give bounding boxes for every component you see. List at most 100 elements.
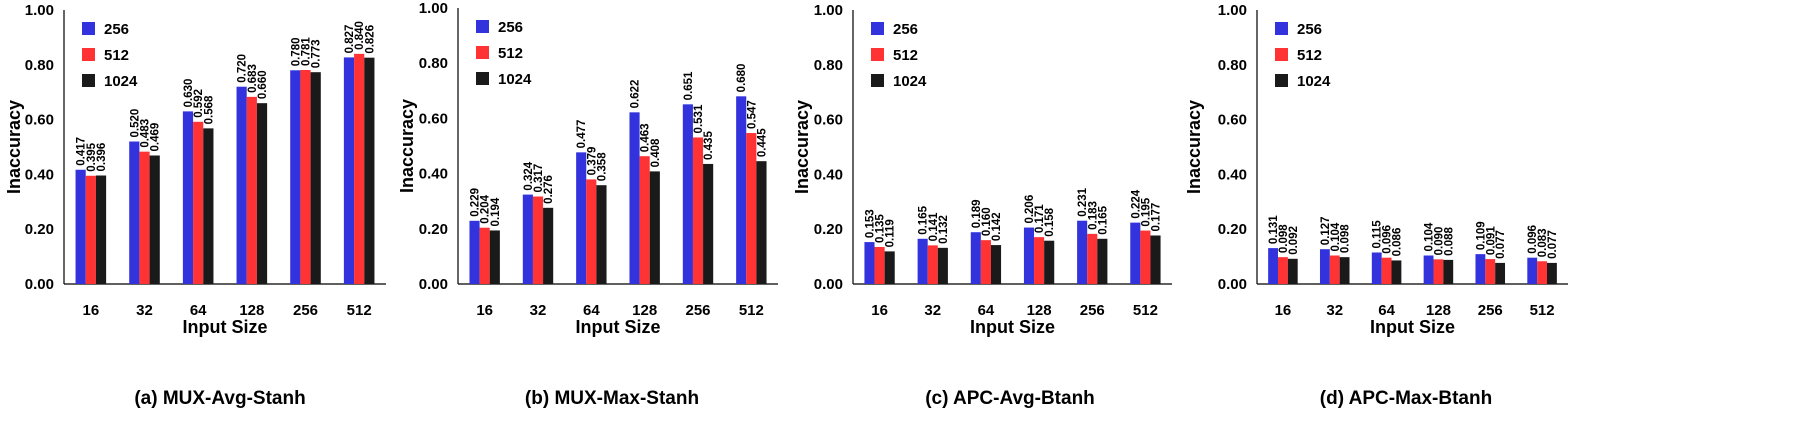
bar-256-32 [1319,249,1330,284]
legend-swatch-512 [82,48,95,61]
legend-swatch-512 [871,48,884,61]
x-tick-label: 512 [1530,302,1555,319]
data-label: 0.483 [140,119,152,148]
bar-512-32 [1329,255,1340,284]
data-label: 0.317 [533,164,545,193]
bar-512-128 [639,156,650,284]
bar-256-32 [522,194,533,284]
bar-256-128 [236,86,247,284]
bar-512-512 [1537,261,1548,284]
x-tick-label: 256 [1080,302,1105,319]
bar-512-128 [1433,259,1444,284]
data-label: 0.104 [1330,222,1342,251]
y-axis-label: Inaccuracy [4,100,24,194]
x-tick-label: 32 [1326,302,1343,319]
x-tick-label: 32 [136,302,153,319]
data-label: 0.204 [480,194,492,223]
data-label: 0.131 [1268,215,1280,244]
bar-512-16 [1277,257,1288,284]
data-label: 0.135 [875,214,887,243]
data-label: 0.088 [1443,227,1455,256]
bar-1024-128 [1443,259,1454,284]
x-tick-label: 32 [924,302,941,319]
data-label: 0.096 [1382,225,1394,254]
data-label: 0.477 [576,120,588,149]
data-label: 0.827 [344,25,356,54]
data-label: 0.531 [693,104,705,133]
x-tick-label: 16 [871,302,888,319]
bar-256-128 [629,112,640,284]
y-tick-label: 1.00 [25,2,54,19]
x-tick-label: 256 [685,302,710,319]
y-tick-label: 1.00 [419,0,448,17]
y-tick-label: 0.20 [1218,221,1247,238]
bar-1024-256 [1495,262,1506,284]
data-label: 0.077 [1495,230,1507,259]
data-label: 0.231 [1077,187,1089,216]
bar-1024-32 [1339,257,1350,284]
data-label: 0.622 [630,80,642,109]
x-axis-label: Input Size [1370,317,1455,337]
bar-512-128 [246,96,257,284]
bar-1024-32 [149,155,160,284]
y-tick-label: 0.00 [814,276,843,293]
bar-256-64 [576,152,587,284]
x-tick-label: 512 [347,302,372,319]
data-label: 0.091 [1485,226,1497,255]
y-tick-label: 0.80 [814,57,843,74]
y-axis-label: Inaccuracy [1184,100,1204,194]
bar-1024-16 [489,230,500,284]
y-axis-label: Inaccuracy [397,99,417,193]
data-label: 0.090 [1433,227,1445,256]
bar-1024-256 [703,163,714,284]
data-label: 0.119 [885,219,897,247]
legend-label: 512 [498,45,523,62]
bar-256-512 [1130,222,1141,284]
chart-panel-2: 0.000.200.400.600.801.00Inaccuracy0.2290… [397,0,778,409]
chart-caption: (a) MUX-Avg-Stanh [134,388,305,409]
y-tick-label: 0.60 [419,110,448,127]
x-axis-label: Input Size [183,317,268,337]
bar-512-16 [874,247,885,284]
bar-512-64 [1381,257,1392,284]
x-tick-label: 32 [530,302,547,319]
legend-swatch-512 [476,46,489,59]
y-tick-label: 1.00 [814,2,843,19]
y-tick-label: 0.00 [25,276,54,293]
bar-1024-32 [937,247,948,284]
data-label: 0.189 [971,199,983,228]
y-tick-label: 0.80 [1218,57,1247,74]
legend: 256 512 1024 [1275,21,1331,90]
chart-caption: (d) APC-Max-Btanh [1320,388,1492,409]
bar-512-256 [1485,259,1496,284]
data-label: 0.153 [864,209,876,238]
bar-1024-128 [256,103,268,284]
data-label: 0.773 [311,39,323,68]
data-label: 0.358 [596,152,608,181]
data-label: 0.086 [1391,228,1403,257]
bar-1024-64 [203,128,214,284]
bar-1024-128 [1044,240,1055,284]
data-label: 0.840 [354,21,366,50]
x-tick-label: 256 [293,302,318,319]
legend: 256 512 1024 [871,21,927,90]
legend-swatch-256 [871,22,884,35]
bar-512-256 [300,70,311,284]
legend-label: 256 [104,21,129,38]
bar-512-16 [479,227,490,284]
bar-256-512 [343,57,355,284]
legend-swatch-1024 [1275,74,1288,87]
x-tick-label: 128 [632,302,657,319]
data-label: 0.651 [683,71,695,100]
legend-swatch-512 [1275,48,1288,61]
x-tick-label: 16 [82,302,99,319]
data-label: 0.780 [290,37,302,66]
legend-label: 512 [104,47,129,64]
bar-256-16 [1268,248,1278,284]
bar-256-256 [1077,220,1088,284]
bar-1024-256 [1097,238,1108,284]
data-label: 0.115 [1372,220,1384,249]
data-label: 0.183 [1087,201,1099,230]
bar-256-256 [1475,254,1486,284]
